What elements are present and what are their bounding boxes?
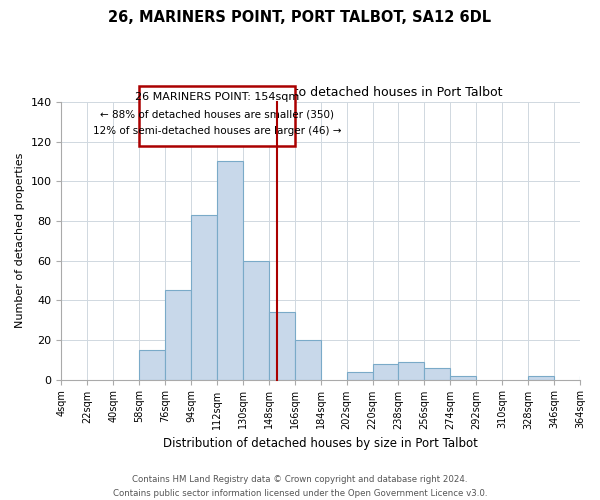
Bar: [528, 376, 554, 380]
Bar: [191, 215, 217, 380]
Bar: [269, 312, 295, 380]
Text: 26 MARINERS POINT: 154sqm: 26 MARINERS POINT: 154sqm: [135, 92, 299, 102]
Bar: [165, 290, 191, 380]
Bar: [373, 364, 398, 380]
Bar: [139, 350, 165, 380]
Bar: [139, 86, 295, 146]
Bar: [243, 260, 269, 380]
X-axis label: Distribution of detached houses by size in Port Talbot: Distribution of detached houses by size …: [163, 437, 478, 450]
Text: ← 88% of detached houses are smaller (350): ← 88% of detached houses are smaller (35…: [100, 110, 334, 120]
Bar: [347, 372, 373, 380]
Title: Size of property relative to detached houses in Port Talbot: Size of property relative to detached ho…: [139, 86, 502, 100]
Y-axis label: Number of detached properties: Number of detached properties: [15, 153, 25, 328]
Bar: [580, 376, 600, 380]
Bar: [451, 376, 476, 380]
Bar: [398, 362, 424, 380]
Text: 12% of semi-detached houses are larger (46) →: 12% of semi-detached houses are larger (…: [93, 126, 341, 136]
Bar: [217, 162, 243, 380]
Text: Contains HM Land Registry data © Crown copyright and database right 2024.
Contai: Contains HM Land Registry data © Crown c…: [113, 476, 487, 498]
Text: 26, MARINERS POINT, PORT TALBOT, SA12 6DL: 26, MARINERS POINT, PORT TALBOT, SA12 6D…: [109, 10, 491, 25]
Bar: [424, 368, 451, 380]
Bar: [295, 340, 321, 380]
